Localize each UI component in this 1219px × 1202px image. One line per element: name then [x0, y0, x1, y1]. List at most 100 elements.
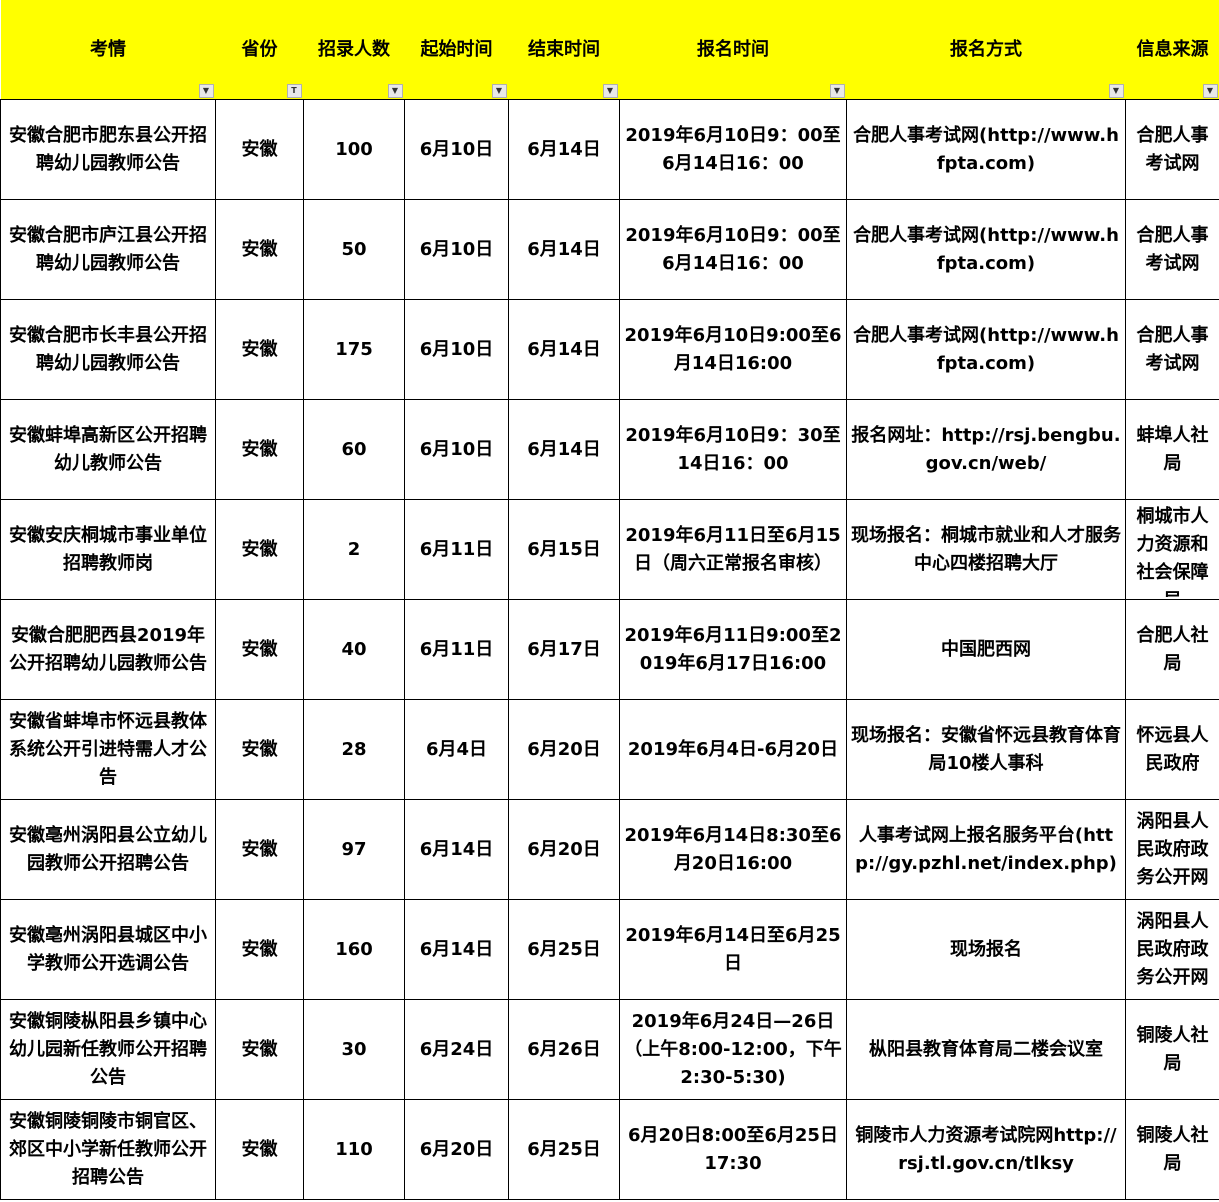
cell-start-date[interactable]: 6月14日	[404, 799, 509, 900]
filter-dropdown-icon[interactable]: ▼	[491, 84, 507, 98]
cell-info-source[interactable]: 铜陵人社局	[1125, 999, 1219, 1100]
cell-recruit-count[interactable]: 160	[303, 899, 405, 1000]
cell-info-source[interactable]: 合肥人事考试网	[1125, 199, 1219, 300]
filter-dropdown-icon[interactable]: ▼	[829, 84, 845, 98]
cell-exam-info[interactable]: 安徽合肥市庐江县公开招聘幼儿园教师公告	[0, 199, 216, 300]
cell-info-source[interactable]: 合肥人事考试网	[1125, 299, 1219, 400]
cell-province[interactable]: 安徽	[215, 699, 304, 800]
cell-start-date[interactable]: 6月24日	[404, 999, 509, 1100]
cell-registration-time[interactable]: 6月20日8:00至6月25日17:30	[619, 1099, 847, 1200]
cell-registration-method[interactable]: 合肥人事考试网(http://www.hfpta.com)	[846, 299, 1126, 400]
cell-province[interactable]: 安徽	[215, 599, 304, 700]
cell-info-source[interactable]: 桐城市人力资源和社会保障局	[1125, 499, 1219, 600]
cell-start-date[interactable]: 6月11日	[404, 599, 509, 700]
cell-start-date[interactable]: 6月4日	[404, 699, 509, 800]
cell-province[interactable]: 安徽	[215, 999, 304, 1100]
cell-exam-info[interactable]: 安徽铜陵枞阳县乡镇中心幼儿园新任教师公开招聘公告	[0, 999, 216, 1100]
cell-exam-info[interactable]: 安徽省蚌埠市怀远县教体系统公开引进特需人才公告	[0, 699, 216, 800]
cell-text: 6月24日	[419, 1038, 494, 1060]
cell-text: 安徽	[241, 938, 278, 960]
cell-exam-info[interactable]: 安徽合肥肥西县2019年公开招聘幼儿园教师公告	[0, 599, 216, 700]
cell-end-date[interactable]: 6月14日	[508, 299, 620, 400]
filter-dropdown-icon[interactable]: ▼	[1108, 84, 1124, 98]
cell-recruit-count[interactable]: 100	[303, 99, 405, 200]
cell-registration-method[interactable]: 现场报名：桐城市就业和人才服务中心四楼招聘大厅	[846, 499, 1126, 600]
cell-recruit-count[interactable]: 30	[303, 999, 405, 1100]
cell-registration-method[interactable]: 中国肥西网	[846, 599, 1126, 700]
cell-registration-method[interactable]: 合肥人事考试网(http://www.hfpta.com)	[846, 99, 1126, 200]
cell-registration-time[interactable]: 2019年6月14日8:30至6月20日16:00	[619, 799, 847, 900]
cell-end-date[interactable]: 6月14日	[508, 199, 620, 300]
cell-start-date[interactable]: 6月10日	[404, 399, 509, 500]
cell-exam-info[interactable]: 安徽蚌埠高新区公开招聘幼儿教师公告	[0, 399, 216, 500]
cell-exam-info[interactable]: 安徽合肥市肥东县公开招聘幼儿园教师公告	[0, 99, 216, 200]
cell-end-date[interactable]: 6月25日	[508, 899, 620, 1000]
filter-active-icon[interactable]: T	[286, 84, 302, 98]
cell-province[interactable]: 安徽	[215, 99, 304, 200]
cell-registration-time[interactable]: 2019年6月10日9：30至14日16：00	[619, 399, 847, 500]
cell-recruit-count[interactable]: 50	[303, 199, 405, 300]
column-header-label: 结束时间	[528, 38, 600, 60]
cell-registration-method[interactable]: 现场报名	[846, 899, 1126, 1000]
cell-info-source[interactable]: 铜陵人社局	[1125, 1099, 1219, 1200]
filter-dropdown-icon[interactable]: ▼	[387, 84, 403, 98]
cell-recruit-count[interactable]: 60	[303, 399, 405, 500]
cell-info-source[interactable]: 合肥人事考试网	[1125, 99, 1219, 200]
cell-registration-time[interactable]: 2019年6月4日-6月20日	[619, 699, 847, 800]
cell-exam-info[interactable]: 安徽安庆桐城市事业单位招聘教师岗	[0, 499, 216, 600]
cell-registration-time[interactable]: 2019年6月10日9：00至6月14日16：00	[619, 99, 847, 200]
cell-end-date[interactable]: 6月20日	[508, 799, 620, 900]
cell-recruit-count[interactable]: 28	[303, 699, 405, 800]
cell-end-date[interactable]: 6月26日	[508, 999, 620, 1100]
cell-start-date[interactable]: 6月14日	[404, 899, 509, 1000]
cell-registration-time[interactable]: 2019年6月10日9：00至6月14日16：00	[619, 199, 847, 300]
cell-recruit-count[interactable]: 40	[303, 599, 405, 700]
cell-province[interactable]: 安徽	[215, 399, 304, 500]
cell-end-date[interactable]: 6月20日	[508, 699, 620, 800]
cell-province[interactable]: 安徽	[215, 799, 304, 900]
cell-exam-info[interactable]: 安徽合肥市长丰县公开招聘幼儿园教师公告	[0, 299, 216, 400]
filter-dropdown-icon[interactable]: ▼	[198, 84, 214, 98]
cell-registration-method[interactable]: 铜陵市人力资源考试院网http://rsj.tl.gov.cn/tlksy	[846, 1099, 1126, 1200]
cell-end-date[interactable]: 6月25日	[508, 1099, 620, 1200]
cell-registration-time[interactable]: 2019年6月14日至6月25日	[619, 899, 847, 1000]
cell-start-date[interactable]: 6月11日	[404, 499, 509, 600]
cell-province[interactable]: 安徽	[215, 499, 304, 600]
cell-start-date[interactable]: 6月20日	[404, 1099, 509, 1200]
cell-registration-method[interactable]: 报名网址：http://rsj.bengbu.gov.cn/web/	[846, 399, 1126, 500]
cell-info-source[interactable]: 涡阳县人民政府政务公开网	[1125, 899, 1219, 1000]
cell-recruit-count[interactable]: 175	[303, 299, 405, 400]
cell-info-source[interactable]: 怀远县人民政府	[1125, 699, 1219, 800]
cell-start-date[interactable]: 6月10日	[404, 199, 509, 300]
cell-text: 6月10日	[419, 138, 494, 160]
cell-exam-info[interactable]: 安徽亳州涡阳县城区中小学教师公开选调公告	[0, 899, 216, 1000]
filter-dropdown-icon[interactable]: ▼	[602, 84, 618, 98]
cell-start-date[interactable]: 6月10日	[404, 99, 509, 200]
cell-info-source[interactable]: 涡阳县人民政府政务公开网	[1125, 799, 1219, 900]
cell-province[interactable]: 安徽	[215, 899, 304, 1000]
cell-registration-method[interactable]: 人事考试网上报名服务平台(http://gy.pzhl.net/index.ph…	[846, 799, 1126, 900]
cell-end-date[interactable]: 6月17日	[508, 599, 620, 700]
cell-registration-method[interactable]: 合肥人事考试网(http://www.hfpta.com)	[846, 199, 1126, 300]
cell-exam-info[interactable]: 安徽亳州涡阳县公立幼儿园教师公开招聘公告	[0, 799, 216, 900]
cell-registration-method[interactable]: 现场报名：安徽省怀远县教育体育局10楼人事科	[846, 699, 1126, 800]
cell-end-date[interactable]: 6月14日	[508, 399, 620, 500]
cell-registration-method[interactable]: 枞阳县教育体育局二楼会议室	[846, 999, 1126, 1100]
cell-recruit-count[interactable]: 2	[303, 499, 405, 600]
cell-registration-time[interactable]: 2019年6月11日9:00至2019年6月17日16:00	[619, 599, 847, 700]
cell-recruit-count[interactable]: 97	[303, 799, 405, 900]
cell-recruit-count[interactable]: 110	[303, 1099, 405, 1200]
cell-info-source[interactable]: 合肥人社局	[1125, 599, 1219, 700]
cell-end-date[interactable]: 6月14日	[508, 99, 620, 200]
cell-province[interactable]: 安徽	[215, 1099, 304, 1200]
cell-info-source[interactable]: 蚌埠人社局	[1125, 399, 1219, 500]
cell-registration-time[interactable]: 2019年6月24日—26日（上午8:00-12:00，下午2:30-5:30)	[619, 999, 847, 1100]
cell-province[interactable]: 安徽	[215, 199, 304, 300]
cell-exam-info[interactable]: 安徽铜陵铜陵市铜官区、郊区中小学新任教师公开招聘公告	[0, 1099, 216, 1200]
cell-province[interactable]: 安徽	[215, 299, 304, 400]
cell-start-date[interactable]: 6月10日	[404, 299, 509, 400]
cell-registration-time[interactable]: 2019年6月11日至6月15日（周六正常报名审核）	[619, 499, 847, 600]
cell-registration-time[interactable]: 2019年6月10日9:00至6月14日16:00	[619, 299, 847, 400]
filter-dropdown-icon[interactable]: ▼	[1202, 84, 1218, 98]
cell-end-date[interactable]: 6月15日	[508, 499, 620, 600]
